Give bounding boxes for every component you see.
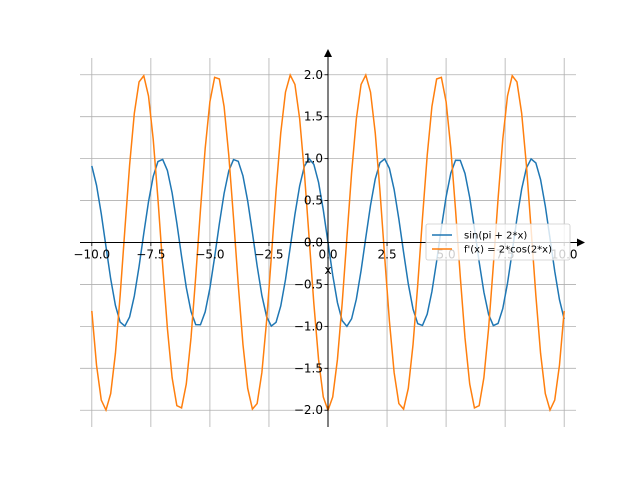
legend-entry: f'(x) = 2*cos(2*x) xyxy=(464,245,552,256)
y-tick-label: 0.0 xyxy=(304,236,323,250)
y-tick-label: 2.0 xyxy=(304,68,323,82)
tick-labels: −10.0−7.5−5.0−2.50.02.55.07.510.0−2.0−1.… xyxy=(73,68,577,417)
x-tick-label: −2.5 xyxy=(254,248,283,262)
x-tick-label: −10.0 xyxy=(73,248,110,262)
y-tick-label: −1.0 xyxy=(294,319,323,333)
legend-box xyxy=(425,223,571,261)
x-tick-label: 0.0 xyxy=(318,248,337,262)
legend-entry: sin(pi + 2*x) xyxy=(464,231,527,242)
y-tick-label: −2.0 xyxy=(294,403,323,417)
y-tick-label: −1.5 xyxy=(294,361,323,375)
y-tick-label: −0.5 xyxy=(294,277,323,291)
legend: sin(pi + 2*x) f'(x) = 2*cos(2*x) xyxy=(425,223,571,261)
x-axis-label: x xyxy=(324,263,331,277)
y-tick-label: 1.5 xyxy=(304,110,323,124)
x-tick-label: −7.5 xyxy=(136,248,165,262)
x-tick-label: −5.0 xyxy=(195,248,224,262)
y-tick-label: 0.5 xyxy=(304,194,323,208)
x-axis-arrow-icon xyxy=(577,238,585,247)
y-axis-arrow-icon xyxy=(324,49,332,57)
y-tick-label: 1.0 xyxy=(304,152,323,166)
x-tick-label: 2.5 xyxy=(378,248,397,262)
